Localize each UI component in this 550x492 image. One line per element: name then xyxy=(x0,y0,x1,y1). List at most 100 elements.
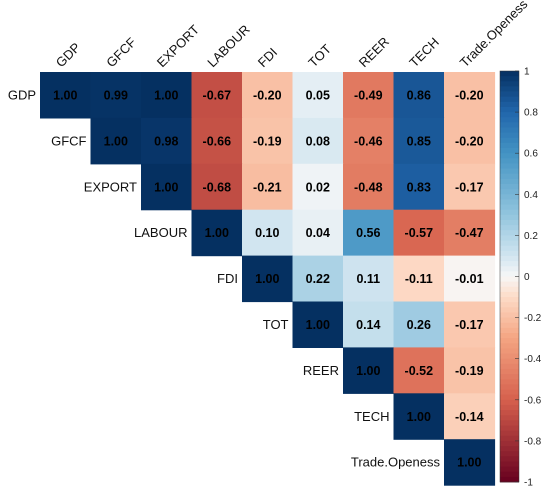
colorbar-segment xyxy=(500,466,519,473)
colorbar-segment xyxy=(500,225,519,231)
cell-value-label: 1.00 xyxy=(104,134,128,148)
colorbar-segment xyxy=(500,214,519,221)
cell-value-label: -0.17 xyxy=(455,180,484,194)
colorbar-segment xyxy=(500,173,519,180)
cell-value-label: -0.20 xyxy=(455,134,484,148)
heatmap-cell xyxy=(343,347,395,394)
heatmap-cell xyxy=(292,209,344,257)
heatmap-cell xyxy=(393,72,445,119)
colorbar-segment xyxy=(500,81,519,87)
heatmap-cell xyxy=(444,347,496,394)
cell-value-label: 1.00 xyxy=(306,318,330,332)
colorbar-segment xyxy=(500,266,519,272)
colorbar-tick-label: 0.4 xyxy=(524,190,538,201)
cell-value-label: 0.02 xyxy=(306,180,330,194)
row-label: TECH xyxy=(354,409,389,424)
colorbar-segment xyxy=(500,420,519,426)
cell-value-label: 1.00 xyxy=(53,89,77,103)
heatmap-cell xyxy=(242,117,294,165)
cell-value-label: 0.04 xyxy=(306,226,330,240)
colorbar-tick-label: -0.6 xyxy=(524,395,542,406)
column-label: EXPORT xyxy=(154,22,202,70)
colorbar-segment xyxy=(500,302,519,308)
cell-value-label: 1.00 xyxy=(356,364,380,378)
heatmap-cell xyxy=(242,163,294,211)
cell-value-label: -0.19 xyxy=(455,364,484,378)
colorbar-segment xyxy=(500,117,519,123)
cell-value-label: 1.00 xyxy=(457,456,481,470)
colorbar-segment xyxy=(500,153,519,159)
colorbar-segment xyxy=(500,394,519,401)
cell-value-label: 0.08 xyxy=(306,134,330,148)
cell-value-label: -0.67 xyxy=(203,89,232,103)
heatmap-cell xyxy=(90,117,142,165)
colorbar-segment xyxy=(500,415,519,421)
column-label: Trade.Openess xyxy=(457,0,531,70)
row-label: GDP xyxy=(8,88,36,103)
colorbar-tick-label: -0.8 xyxy=(524,436,542,447)
cell-value-label: -0.21 xyxy=(253,180,282,194)
heatmap-cells: 1.00 0.99 1.00 -0.67 -0.20 0.05 -0.49 0.86 -0.20… xyxy=(40,72,496,486)
cell-value-label: 0.83 xyxy=(407,180,431,194)
cell-value-label: 0.85 xyxy=(407,134,431,148)
column-label: LABOUR xyxy=(204,22,252,70)
cell-value-label: -0.52 xyxy=(405,364,434,378)
heatmap-cell xyxy=(444,393,496,440)
column-labels: GDP GFCF EXPORT LABOUR FDI TOT REER TECH Trade.O… xyxy=(53,0,531,70)
heatmap-cell xyxy=(40,72,92,119)
colorbar-segment xyxy=(500,368,519,375)
colorbar-segment xyxy=(500,199,519,205)
colorbar-tick-label: -0.4 xyxy=(524,354,542,365)
heatmap-cell xyxy=(393,209,445,257)
row-label: GFCF xyxy=(51,133,86,148)
colorbar-segment xyxy=(500,425,519,432)
heatmap-cell xyxy=(393,301,445,348)
colorbar-segment xyxy=(500,255,519,262)
heatmap-cell xyxy=(191,117,243,165)
column-label: TOT xyxy=(305,41,334,70)
colorbar-segment xyxy=(500,86,519,92)
colorbar-segment xyxy=(500,127,519,134)
heatmap-cell xyxy=(393,163,445,211)
cell-value-label: -0.46 xyxy=(354,134,383,148)
heatmap-cell xyxy=(141,117,193,165)
colorbar-tick-label: 0.8 xyxy=(524,108,538,119)
cell-value-label: 0.05 xyxy=(306,89,330,103)
colorbar-segment xyxy=(500,461,519,467)
heatmap-cell xyxy=(444,439,496,486)
colorbar-segment xyxy=(500,122,519,128)
colorbar-segment xyxy=(500,106,519,113)
colorbar-segment xyxy=(500,333,519,339)
column-label: TECH xyxy=(406,34,442,70)
colorbar-tick-label: 0.6 xyxy=(524,149,538,160)
colorbar-segment xyxy=(500,322,519,329)
heatmap-cell xyxy=(343,255,395,303)
cell-value-label: -0.47 xyxy=(455,226,484,240)
colorbar-segment xyxy=(500,96,519,103)
row-labels: GDP GFCF EXPORT LABOUR FDI TOT REER TECH Trade.O… xyxy=(8,88,441,470)
heatmap-cell xyxy=(444,117,496,165)
colorbar-segment xyxy=(500,219,519,226)
colorbar-segment xyxy=(500,327,519,334)
column-label: GDP xyxy=(53,40,84,71)
colorbar-segment xyxy=(500,343,519,349)
colorbar-segment xyxy=(500,276,519,283)
heatmap-cell xyxy=(191,72,243,119)
cell-value-label: -0.01 xyxy=(455,272,484,286)
heatmap-cell xyxy=(444,163,496,211)
colorbar-segment xyxy=(500,430,519,437)
cell-value-label: -0.48 xyxy=(354,180,383,194)
colorbar-segment xyxy=(500,168,519,175)
row-label: REER xyxy=(303,363,339,378)
heatmap-cell xyxy=(242,255,294,303)
colorbar-segment xyxy=(500,112,519,118)
colorbar-segment xyxy=(500,291,519,298)
heatmap-cell xyxy=(343,72,395,119)
colorbar-segment xyxy=(500,240,519,247)
heatmap-cell xyxy=(393,347,445,394)
row-label: LABOUR xyxy=(134,225,187,240)
colorbar-segment xyxy=(500,348,519,354)
row-label: FDI xyxy=(217,271,238,286)
colorbar-segment xyxy=(500,184,519,190)
colorbar-segment xyxy=(500,194,519,200)
